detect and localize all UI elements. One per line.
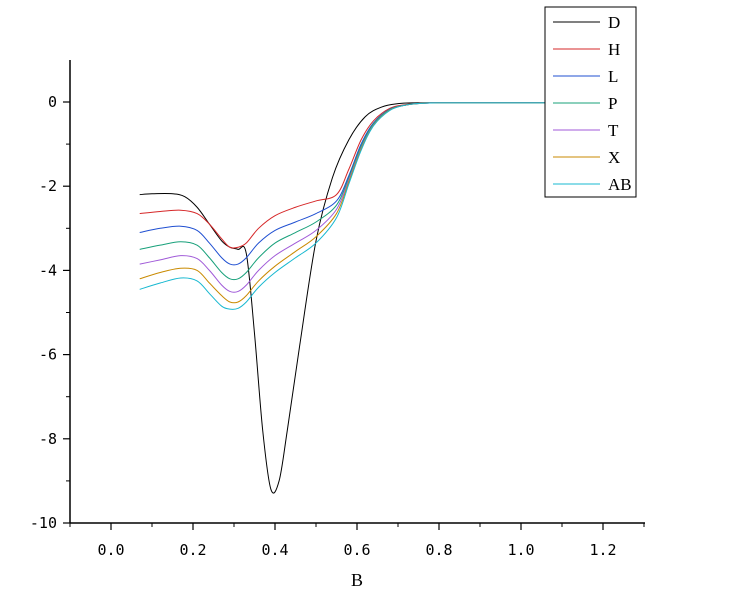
series-line-t	[139, 102, 562, 293]
series-line-x	[139, 102, 562, 304]
x-tick-label: 0.6	[343, 541, 370, 559]
series-line-p	[139, 102, 562, 281]
legend-label-l: L	[608, 67, 618, 86]
series-lines	[139, 102, 562, 494]
series-line-ab	[139, 102, 562, 310]
x-ticks: 0.0 0.2 0.4 0.6 0.8 1.0 1.2	[69, 523, 645, 559]
y-tick-label: -6	[39, 346, 57, 364]
y-tick-label: -4	[39, 261, 57, 279]
x-tick-label: 1.2	[589, 541, 616, 559]
y-tick-label: 0	[48, 93, 57, 111]
legend-label-p: P	[608, 94, 617, 113]
legend-box	[544, 6, 637, 198]
y-tick-label: -8	[39, 430, 57, 448]
x-tick-label: 0.0	[97, 541, 124, 559]
legend-label-ab: AB	[608, 175, 632, 194]
legend-label-h: H	[608, 40, 620, 59]
x-tick-label: 0.8	[425, 541, 452, 559]
y-tick-label: -10	[30, 514, 57, 532]
series-line-l	[139, 102, 562, 266]
x-tick-label: 1.0	[507, 541, 534, 559]
x-tick-label: 0.4	[261, 541, 288, 559]
x-tick-label: 0.2	[179, 541, 206, 559]
legend-label-d: D	[608, 13, 620, 32]
legend-label-t: T	[608, 121, 619, 140]
x-axis-title: B	[351, 570, 363, 590]
y-tick-label: -2	[39, 177, 57, 195]
series-line-d	[139, 102, 562, 494]
legend-label-x: X	[608, 148, 620, 167]
y-ticks: 0 -2 -4 -6 -8 -10	[30, 93, 70, 532]
